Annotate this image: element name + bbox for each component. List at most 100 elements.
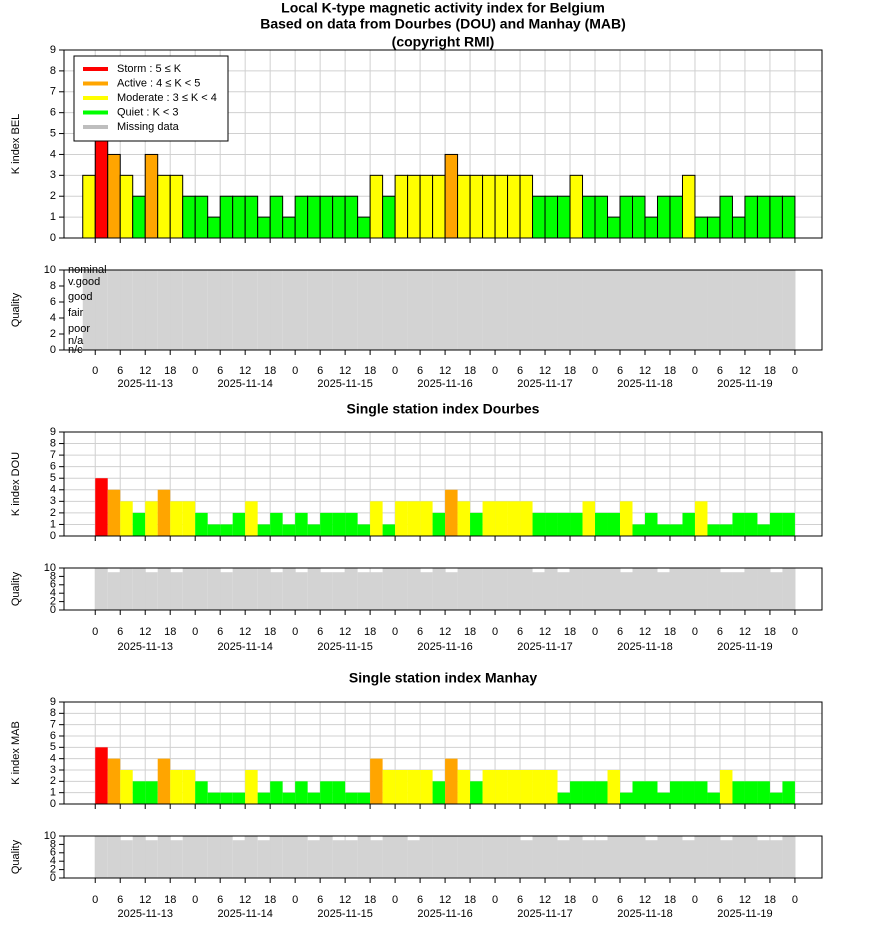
bar xyxy=(407,770,421,804)
x-tick-label: 0 xyxy=(592,894,598,906)
bar xyxy=(582,568,596,610)
bar xyxy=(170,840,183,878)
bar xyxy=(682,568,695,610)
bar xyxy=(731,216,746,239)
bar xyxy=(545,568,558,610)
date-label: 2025-11-14 xyxy=(217,378,272,390)
date-label: 2025-11-15 xyxy=(317,641,372,653)
bar xyxy=(694,781,708,804)
bar xyxy=(694,836,708,878)
bar xyxy=(707,792,720,804)
bar xyxy=(157,270,171,350)
x-tick-label: 0 xyxy=(192,365,198,377)
y-tick-label: 8 xyxy=(50,437,56,449)
bar xyxy=(270,781,283,804)
bar xyxy=(557,572,571,610)
y-tick-label: 6 xyxy=(50,847,56,859)
bar xyxy=(769,195,783,239)
x-tick-label: 0 xyxy=(792,365,798,377)
chart-title: Based on data from Dourbes (DOU) and Man… xyxy=(260,16,626,32)
y-tick-label: 0 xyxy=(50,604,56,616)
bar xyxy=(282,216,296,239)
bar xyxy=(769,270,783,350)
bar xyxy=(607,836,621,878)
legend-label: Active : 4 ≤ K < 5 xyxy=(117,77,200,89)
x-tick-label: 12 xyxy=(439,626,451,638)
quality-label: good xyxy=(68,291,92,303)
bar xyxy=(545,836,558,878)
x-tick-label: 6 xyxy=(717,365,723,377)
bar xyxy=(557,840,571,878)
bar xyxy=(195,270,208,350)
bar xyxy=(507,174,521,239)
y-tick-label: 1 xyxy=(50,787,56,799)
x-tick-label: 18 xyxy=(164,626,176,638)
date-label: 2025-11-13 xyxy=(117,378,172,390)
x-tick-label: 6 xyxy=(517,626,523,638)
bar xyxy=(595,270,608,350)
plot-frame xyxy=(63,49,823,239)
bar xyxy=(744,270,758,350)
x-tick-label: 0 xyxy=(192,626,198,638)
bar xyxy=(245,770,258,804)
bar xyxy=(219,195,234,239)
bar xyxy=(444,153,459,239)
bar xyxy=(244,195,259,239)
y-tick-label: 9 xyxy=(50,426,56,438)
bar xyxy=(395,501,408,536)
date-label: 2025-11-19 xyxy=(717,908,772,920)
bar xyxy=(432,781,446,804)
bar xyxy=(570,270,583,350)
bar xyxy=(345,512,358,536)
bar xyxy=(570,781,583,804)
bar xyxy=(669,195,683,239)
bar xyxy=(557,195,571,239)
y-tick-label: 7 xyxy=(50,86,56,98)
bar xyxy=(270,572,283,610)
bar xyxy=(557,512,571,536)
bar xyxy=(657,270,670,350)
x-tick-label: 18 xyxy=(664,894,676,906)
plot-frame xyxy=(63,269,823,351)
bar xyxy=(507,836,521,878)
x-tick-label: 6 xyxy=(417,626,423,638)
bar xyxy=(520,770,533,804)
x-tick-label: 18 xyxy=(364,894,376,906)
y-tick-label: 9 xyxy=(50,696,56,708)
bar xyxy=(644,512,658,536)
bar xyxy=(744,512,758,536)
bar xyxy=(107,489,121,536)
bar xyxy=(95,747,108,804)
x-tick-label: 0 xyxy=(92,894,98,906)
bar xyxy=(382,568,396,610)
date-label: 2025-11-19 xyxy=(717,378,772,390)
date-label: 2025-11-18 xyxy=(617,378,672,390)
bar xyxy=(781,195,796,239)
x-tick-label: 18 xyxy=(264,626,276,638)
x-tick-label: 0 xyxy=(792,894,798,906)
x-tick-label: 0 xyxy=(592,365,598,377)
bar xyxy=(757,270,770,350)
x-tick-label: 0 xyxy=(92,365,98,377)
bar xyxy=(570,836,583,878)
bar xyxy=(470,270,483,350)
bar xyxy=(620,501,633,536)
bar xyxy=(656,195,671,239)
x-tick-label: 12 xyxy=(539,365,551,377)
chart-title: Local K-type magnetic activity index for… xyxy=(281,0,605,16)
bar xyxy=(257,792,271,804)
bar xyxy=(607,270,621,350)
bar xyxy=(532,836,546,878)
bar xyxy=(295,572,308,610)
bar xyxy=(495,836,508,878)
x-tick-label: 0 xyxy=(792,626,798,638)
bar xyxy=(182,270,196,350)
bar xyxy=(220,270,233,350)
y-tick-label: 0 xyxy=(50,872,56,884)
bar xyxy=(170,501,183,536)
bar xyxy=(457,270,471,350)
bar xyxy=(395,836,408,878)
bar xyxy=(132,512,146,536)
bar xyxy=(632,781,645,804)
bar xyxy=(432,568,446,610)
